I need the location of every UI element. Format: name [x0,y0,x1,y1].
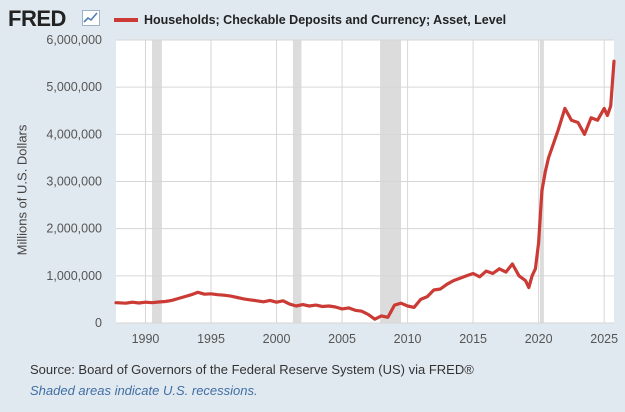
y-tick-label: 6,000,000 [46,33,102,47]
source-note: Source: Board of Governors of the Federa… [30,362,474,377]
y-tick-label: 0 [95,316,102,330]
x-tick-label: 2005 [328,332,356,346]
x-tick-label: 2025 [590,332,618,346]
series-line [114,59,616,321]
y-tick-label: 1,000,000 [46,269,102,283]
y-tick-label: 3,000,000 [46,175,102,189]
x-tick-label: 2000 [263,332,291,346]
x-tick-label: 2020 [525,332,553,346]
x-tick-label: 2010 [394,332,422,346]
legend-series-label: Households; Checkable Deposits and Curre… [144,13,507,27]
x-tick-label: 1995 [197,332,225,346]
y-tick-label: 5,000,000 [46,80,102,94]
legend-series-swatch [114,18,138,22]
chart-header: FRED Households; Checkable Deposits and … [8,6,618,32]
x-tick-label: 2015 [459,332,487,346]
chart-line-icon [82,10,100,26]
y-tick-label: 2,000,000 [46,222,102,236]
recession-note[interactable]: Shaded areas indicate U.S. recessions. [30,383,258,398]
y-tick-label: 4,000,000 [46,127,102,141]
fred-logo[interactable]: FRED [8,6,66,31]
x-tick-label: 1990 [132,332,160,346]
